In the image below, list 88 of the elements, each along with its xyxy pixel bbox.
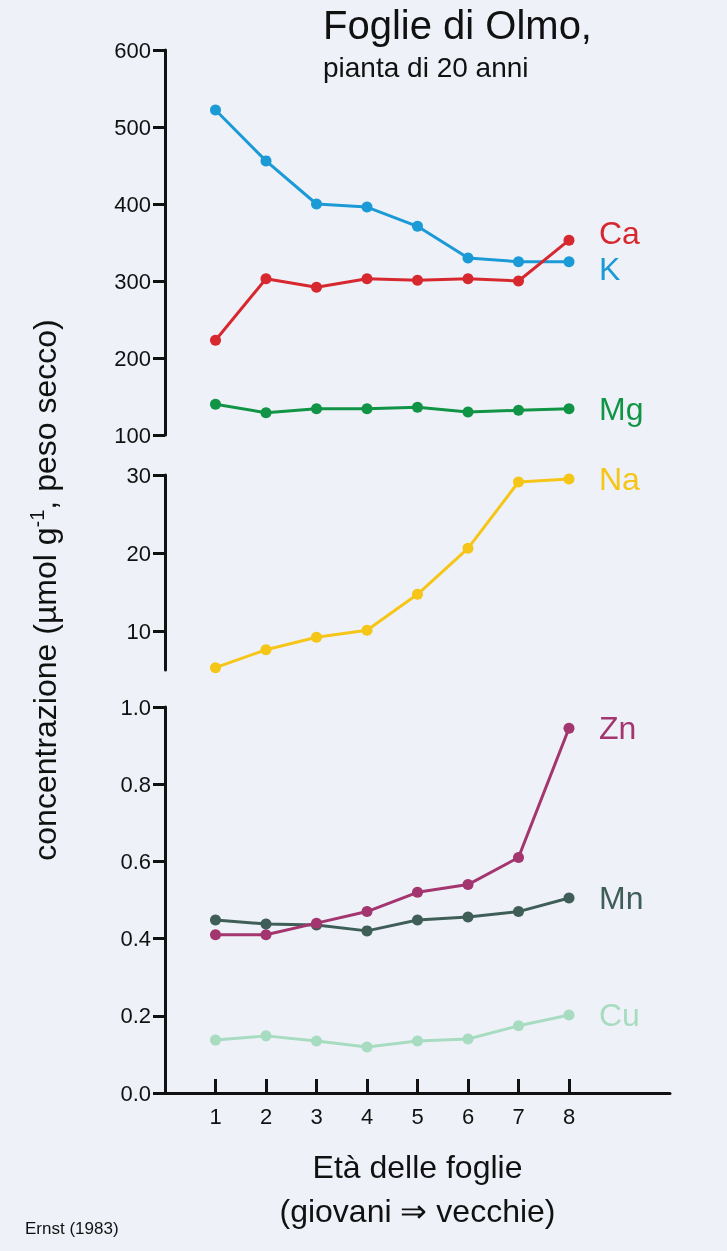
- point: [513, 404, 524, 416]
- point: [513, 906, 524, 918]
- x-tick-label: 3: [310, 1103, 323, 1129]
- y-tick-label: 1.0: [120, 694, 151, 720]
- y-tick-label: 600: [114, 37, 151, 63]
- x-tick-label: 6: [461, 1103, 475, 1129]
- point: [361, 201, 373, 213]
- x-tick-label: 4: [360, 1103, 374, 1129]
- point: [563, 403, 575, 415]
- point: [210, 398, 221, 410]
- point: [563, 892, 575, 904]
- point: [412, 886, 423, 898]
- y-tick-label: 200: [114, 345, 151, 371]
- point: [210, 334, 221, 346]
- y-tick-label: 0.4: [120, 926, 151, 952]
- point: [563, 256, 575, 268]
- y-tick-label: 0.0: [120, 1080, 151, 1106]
- y-tick-label: 30: [126, 462, 151, 488]
- point: [361, 1041, 373, 1053]
- point: [412, 914, 423, 926]
- point: [260, 1030, 272, 1042]
- point: [513, 256, 524, 268]
- chart-title: Foglie di Olmo,: [323, 3, 592, 47]
- point: [563, 722, 575, 734]
- point: [412, 401, 423, 413]
- series-label: Mn: [599, 880, 644, 917]
- point: [361, 906, 373, 918]
- point: [361, 925, 373, 937]
- chart-subtitle: pianta di 20 anni: [323, 51, 529, 83]
- series-label: Ca: [599, 214, 641, 251]
- x-axis-title: Età delle foglie (giovani ⇒ vecchie): [279, 1149, 556, 1229]
- point: [260, 918, 272, 930]
- x-tick-label: 7: [512, 1103, 525, 1129]
- point: [563, 473, 575, 485]
- point: [260, 929, 272, 941]
- point: [260, 273, 272, 285]
- point: [311, 198, 322, 210]
- point: [361, 403, 373, 415]
- point: [361, 273, 373, 285]
- point: [513, 1020, 524, 1032]
- x-tick-label: 5: [411, 1103, 424, 1129]
- point: [210, 662, 221, 674]
- point: [260, 644, 272, 656]
- point: [210, 929, 221, 941]
- y-tick-label: 400: [114, 191, 151, 217]
- series-label: K: [599, 250, 621, 287]
- x-tick-label: 2: [259, 1103, 273, 1129]
- point: [260, 407, 272, 419]
- point: [462, 406, 474, 418]
- point: [462, 879, 474, 891]
- point: [311, 403, 322, 415]
- y-tick-label: 500: [114, 114, 151, 140]
- point: [210, 914, 221, 926]
- point: [311, 281, 322, 293]
- point: [311, 631, 322, 643]
- y-tick-label: 0.6: [120, 848, 151, 874]
- point: [462, 1033, 474, 1045]
- x-tick-label: 1: [209, 1103, 222, 1129]
- series-label: Zn: [599, 710, 637, 747]
- y-tick-label: 10: [126, 618, 151, 644]
- text: Ernst (1983): [25, 1219, 119, 1238]
- y-tick-label: 0.2: [120, 1003, 151, 1029]
- y-tick-label: 100: [114, 422, 151, 448]
- x-tick-label: 8: [562, 1103, 576, 1129]
- point: [412, 588, 423, 600]
- point: [462, 911, 474, 923]
- point: [210, 1034, 221, 1046]
- y-tick-label: 0.8: [120, 771, 151, 797]
- point: [513, 852, 524, 864]
- series-label: Mg: [599, 390, 644, 427]
- point: [361, 624, 373, 636]
- point: [513, 476, 524, 488]
- point: [513, 275, 524, 287]
- point: [462, 542, 474, 554]
- point: [260, 155, 272, 167]
- point: [563, 234, 575, 246]
- point: [462, 252, 474, 264]
- y-tick-label: 300: [114, 268, 151, 294]
- point: [462, 273, 474, 285]
- point: [210, 104, 221, 116]
- point: [412, 220, 423, 232]
- point: [412, 1035, 423, 1047]
- series-label: Cu: [599, 997, 640, 1034]
- point: [412, 274, 423, 286]
- series-label: Na: [599, 460, 641, 497]
- point: [563, 1009, 575, 1021]
- y-tick-label: 20: [126, 540, 151, 566]
- point: [311, 1035, 322, 1047]
